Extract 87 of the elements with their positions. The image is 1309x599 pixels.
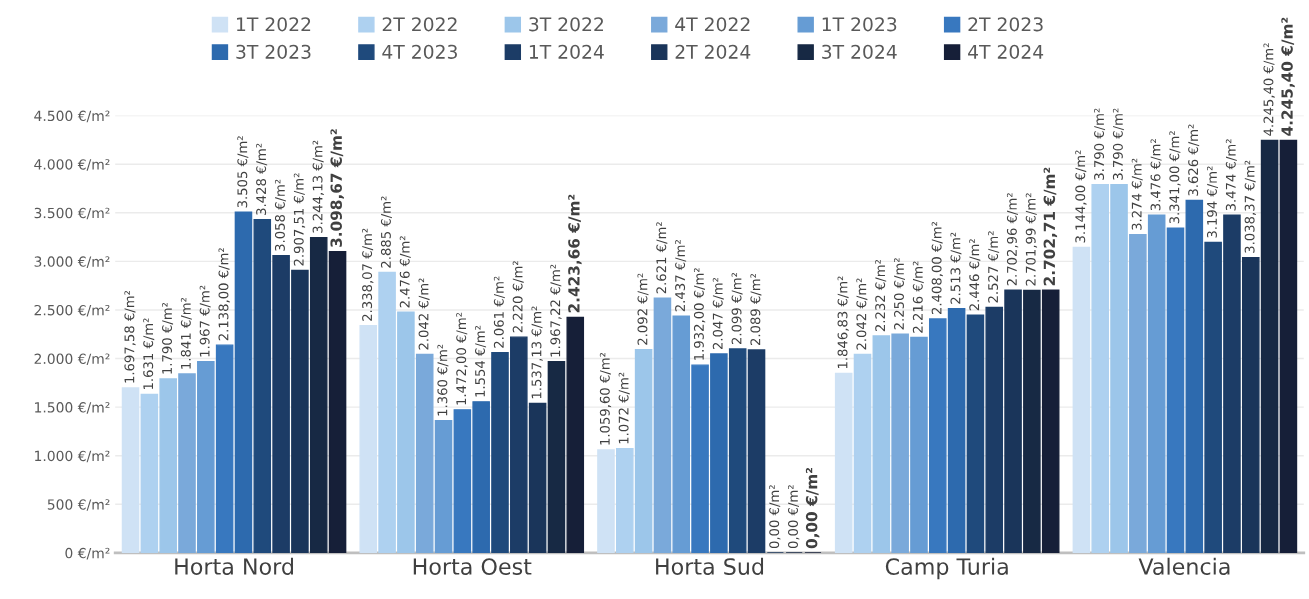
data-label: 1.072 €/m² bbox=[618, 372, 630, 444]
x-tick-label: Horta Nord bbox=[175, 557, 293, 575]
x-tick-label: Valencia bbox=[1138, 557, 1230, 575]
data-label: 3.244,13 €/m² bbox=[312, 140, 324, 233]
data-label: 2.047 €/m² bbox=[712, 277, 724, 350]
data-label: 0,00 €/m² bbox=[788, 485, 800, 549]
data-label: 1.631 €/m² bbox=[143, 318, 155, 390]
data-label: 2.437 €/m² bbox=[675, 240, 687, 312]
legend-label: 1T 2024 bbox=[529, 44, 604, 59]
data-label: 0,00 €/m² bbox=[805, 468, 820, 549]
data-label: 2.527 €/m² bbox=[988, 231, 1000, 303]
data-label: 2.907,51 €/m² bbox=[293, 173, 306, 266]
data-label: 3.790 €/m² bbox=[1112, 108, 1124, 180]
data-label: 4.245,40 €/m² bbox=[1281, 17, 1295, 136]
data-label: 2.408,00 €/m² bbox=[931, 221, 943, 315]
data-label: 2.216 €/m² bbox=[912, 261, 924, 333]
data-label: 1.697,58 €/m² bbox=[124, 290, 136, 383]
y-tick-label: 3.500 €/m² bbox=[34, 207, 110, 220]
data-label: 4.245,40 €/m² bbox=[1263, 43, 1275, 136]
x-tick-label: Horta Oest bbox=[413, 558, 532, 575]
data-label: 2.446 €/m² bbox=[969, 239, 981, 311]
data-label: 1.554 €/m² bbox=[475, 325, 487, 397]
data-label: 2.702,71 €/m² bbox=[1043, 167, 1058, 286]
y-tick-label: 3.000 €/m² bbox=[34, 256, 110, 268]
data-label: 3.144,00 €/m² bbox=[1075, 150, 1087, 243]
data-label: 3.474 €/m² bbox=[1225, 139, 1237, 211]
data-label: 1.472,00 €/m² bbox=[456, 312, 468, 405]
data-label: 1.841 €/m² bbox=[180, 297, 192, 369]
legend-label: 4T 2022 bbox=[675, 17, 750, 32]
legend-label: 2T 2024 bbox=[675, 44, 751, 59]
y-tick-label: 0 €/m² bbox=[65, 547, 110, 560]
data-label: 2.338,07 €/m² bbox=[362, 228, 374, 321]
data-label: 2.702,96 €/m² bbox=[1006, 193, 1019, 286]
data-label: 3.098,67 €/m² bbox=[330, 129, 344, 247]
data-label: 2.042 €/m² bbox=[856, 278, 868, 350]
y-tick-label: 4.500 €/m² bbox=[34, 110, 110, 123]
data-label: 2.621 €/m² bbox=[656, 222, 668, 294]
data-label: 3.274 €/m² bbox=[1131, 158, 1143, 230]
data-label: 3.505 €/m² bbox=[237, 136, 249, 208]
data-label: 3.428 €/m² bbox=[256, 143, 268, 215]
data-label: 2.250 €/m² bbox=[893, 258, 906, 330]
legend-label: 4T 2023 bbox=[382, 44, 457, 59]
data-label: 0,00 €/m² bbox=[769, 485, 781, 549]
data-label: 1.967 €/m² bbox=[199, 285, 211, 357]
data-label: 2.476 €/m² bbox=[399, 236, 411, 308]
y-tick-label: 1.000 €/m² bbox=[35, 450, 110, 463]
x-tick-label: Camp Turia bbox=[885, 557, 1008, 580]
data-label: 3.790 €/m² bbox=[1094, 108, 1106, 180]
data-label: 2.061 €/m² bbox=[493, 276, 505, 348]
legend-label: 3T 2022 bbox=[529, 17, 604, 32]
legend-label: 3T 2023 bbox=[236, 44, 311, 59]
data-label: 1.059,60 €/m² bbox=[599, 352, 612, 445]
data-label: 1.537,13 €/m² bbox=[531, 306, 543, 399]
y-tick-label: 2.000 €/m² bbox=[34, 353, 110, 366]
y-tick-label: 4.000 €/m² bbox=[34, 159, 110, 171]
data-label: 3.058 €/m² bbox=[274, 179, 286, 251]
data-label: 2.885 €/m² bbox=[380, 196, 392, 268]
data-label: 2.042 €/m² bbox=[418, 278, 430, 350]
data-label: 2.092 €/m² bbox=[637, 273, 649, 345]
data-label: 1.360 €/m² bbox=[437, 344, 449, 416]
data-label: 3.038,37 €/m² bbox=[1244, 160, 1256, 253]
data-label: 2.138,00 €/m² bbox=[218, 248, 230, 341]
data-label: 1.932,00 €/m² bbox=[693, 268, 706, 360]
data-label: 1.790 €/m² bbox=[162, 302, 174, 374]
data-label: 3.194 €/m² bbox=[1206, 166, 1218, 238]
data-label: 2.701,99 €/m² bbox=[1025, 193, 1038, 286]
data-label: 3.341,00 €/m² bbox=[1169, 131, 1181, 224]
legend-label: 1T 2023 bbox=[822, 17, 897, 32]
data-label: 2.220 €/m² bbox=[512, 261, 524, 333]
legend-label: 1T 2022 bbox=[237, 17, 311, 32]
data-label: 2.099 €/m² bbox=[731, 272, 743, 345]
legend-label: 3T 2024 bbox=[822, 44, 897, 59]
data-label: 3.476 €/m² bbox=[1150, 139, 1162, 211]
data-label: 2.232 €/m² bbox=[875, 259, 887, 332]
x-tick-label: Horta Sud bbox=[656, 557, 764, 575]
data-label: 2.089 €/m² bbox=[750, 273, 762, 346]
data-label: 1.846,83 €/m² bbox=[837, 276, 849, 369]
y-tick-label: 500 €/m² bbox=[47, 499, 110, 511]
legend-label: 4T 2024 bbox=[968, 44, 1044, 59]
legend-label: 2T 2023 bbox=[968, 17, 1043, 32]
data-label: 2.423,66 €/m² bbox=[568, 194, 582, 313]
legend-label: 2T 2022 bbox=[382, 17, 457, 32]
data-label: 3.626 €/m² bbox=[1188, 124, 1200, 196]
data-label: 2.513 €/m² bbox=[950, 232, 962, 304]
y-tick-label: 1.500 €/m² bbox=[35, 402, 110, 414]
data-label: 1.967,22 €/m² bbox=[550, 264, 562, 357]
y-tick-label: 2.500 €/m² bbox=[34, 304, 110, 317]
